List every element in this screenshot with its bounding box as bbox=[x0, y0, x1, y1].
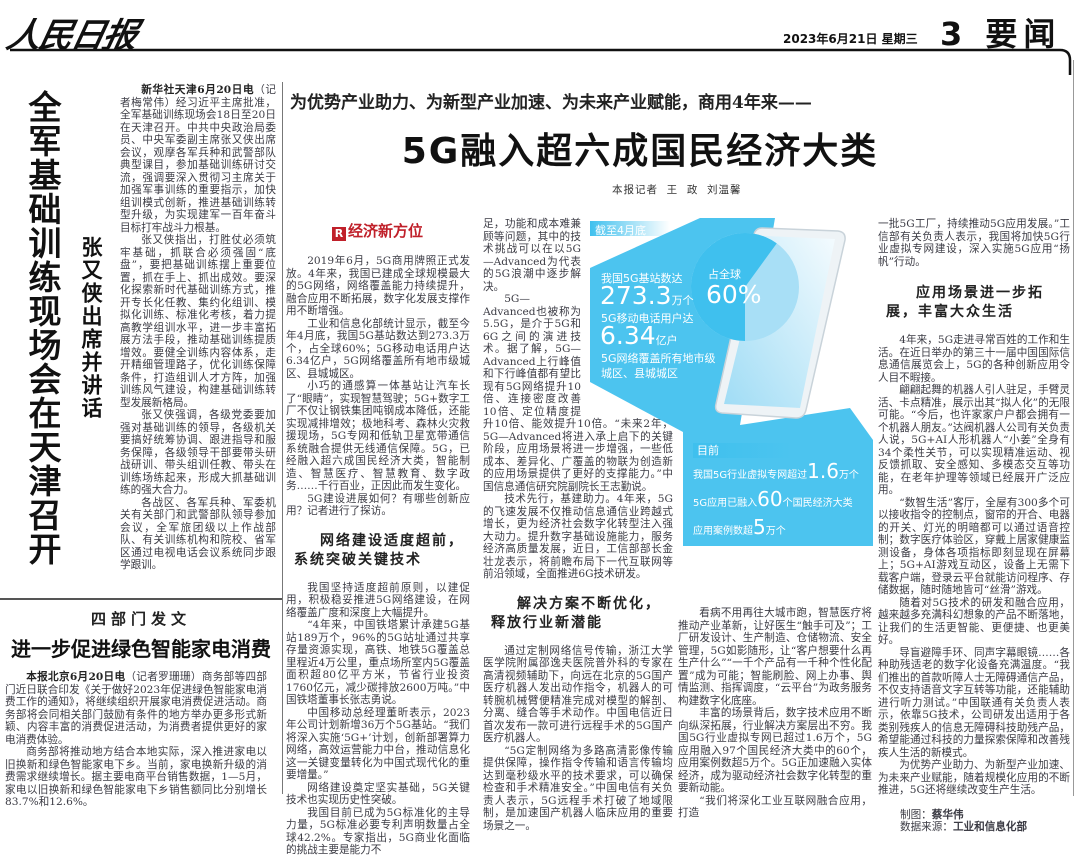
paragraph: “我们将深化工业互联网融合应用，打造 bbox=[678, 794, 872, 820]
paragraph: 5G建设进展如何？有哪些创新应用？记者进行了探访。 bbox=[286, 492, 470, 518]
share-value: 60% bbox=[706, 280, 762, 309]
bottom-label-bar bbox=[693, 443, 793, 458]
left-headline: 全军基础训练现场会在天津召开 bbox=[23, 90, 62, 566]
base-stations-value: 273.3万个 bbox=[600, 281, 694, 310]
paragraph: 足，功能和成本难兼顾等问题，其中的技术挑战可以在以5G—Advanced为代表的… bbox=[483, 218, 581, 293]
issue-date: 2023年6月21日 星期三 bbox=[783, 32, 918, 46]
paragraph: 新华社天津6月20日电（记者梅常伟）经习近平主席批准，全军基础训练现场会18日至… bbox=[120, 84, 276, 234]
paragraph: 4年来，5G走进寻常百姓的工作和生活。在近日举办的第三十一届中国国际信息通信展览… bbox=[878, 334, 1070, 384]
masthead-rule bbox=[10, 48, 1072, 75]
paragraph: 小巧的通感算一体基站让汽车长了“眼睛”，实现智慧驾驶；5G+数字工厂不仅让钢铁集… bbox=[286, 380, 470, 492]
column-label: R 经济新方位 bbox=[285, 220, 470, 241]
stat-line: 5G应用已融入60个国民经济大类 bbox=[693, 487, 853, 511]
paragraph: “数智生活”客厅，全屋有300多个可以接收指令的控制点，窗帘的开合、电器的开关、… bbox=[878, 496, 1070, 597]
paragraph: 翩翩起舞的机器人引人驻足，手臂灵活、卡点精准，展示出其“拟人化”的无限可能。“今… bbox=[878, 384, 1070, 496]
main-col-5: 一批5G工厂，持续推动5G应用发展。”工信部有关负责人表示，我国将加快5G行业虚… bbox=[878, 218, 1070, 834]
paragraph: 一批5G工厂，持续推动5G应用发展。”工信部有关负责人表示，我国将加快5G行业虚… bbox=[878, 218, 1070, 268]
paragraph: 看病不用再往大城市跑，智慧医疗将推动产业革新，让好医生“触手可及”；工厂研发设计… bbox=[678, 607, 872, 707]
bottom-label: 目前 bbox=[697, 444, 719, 457]
stat-line: 我国5G行业虚拟专网超过1.6万个 bbox=[693, 459, 859, 483]
paragraph: 我国目前已成为5G标准化的主导力量，5G标准必要专利声明数量占全球42.2%。专… bbox=[286, 806, 470, 857]
top-label: 截至4月底 bbox=[595, 224, 646, 237]
coverage-text: 5G网络覆盖所有地市级 城区、县城城区 bbox=[601, 352, 716, 380]
top-label-bar bbox=[590, 221, 670, 236]
paragraph: 通过定制网络信号传输，浙江大学医学院附属邵逸夫医院普外科的专家在高清视频辅助下，… bbox=[483, 644, 673, 745]
main-col-3: 足，功能和成本难兼顾等问题，其中的技术挑战可以在以5G—Advanced为代表的… bbox=[483, 218, 673, 832]
paragraph: 中国移动总经理董昕表示，2023年公司计划新增36万个5G基站。“我们将深入实施… bbox=[286, 706, 470, 782]
bottom-headline: 进一步促进绿色智能家电消费 bbox=[11, 637, 271, 661]
paragraph: 为优势产业助力、为新型产业加速、为未来产业赋能，随着规模化应用的不断推进，5G还… bbox=[878, 759, 1070, 796]
paragraph: 丰富的场景背后，数字技术应用不断向纵深拓展，行业解决方案层出不穷。我国5G行业虚… bbox=[678, 707, 872, 794]
story-divider bbox=[0, 598, 282, 600]
section-heading: 网络建设适度超前， 系统突破关键技术 bbox=[294, 532, 464, 568]
page-edge-rule bbox=[1073, 60, 1074, 796]
paragraph: 张又侠指出，打胜仗必须筑牢基础，抓联合必须强固“底盘”，要把基础训练摆上重要位置… bbox=[120, 234, 276, 409]
stat-line: 应用案例数超5万个 bbox=[693, 515, 786, 539]
infographic-graphic bbox=[590, 218, 873, 546]
share-label: 占全球 bbox=[708, 268, 741, 281]
paragraph: 我国坚持适度超前原则，以建促用，积极稳妥推进5G网络建设，在网络覆盖广度和深度上… bbox=[286, 581, 470, 619]
section-heading: 应用场景进一步拓 展，丰富大众生活 bbox=[886, 285, 1044, 320]
left-subhead: 张又侠出席并讲话 bbox=[79, 236, 104, 420]
paragraph: 本报北京6月20日电（记者罗珊珊）商务部等四部门近日联合印发《关于做好2023年… bbox=[5, 671, 268, 746]
base-stations-label: 我国5G基站数达 bbox=[601, 272, 683, 285]
main-headline: 5G融入超六成国民经济大类 bbox=[401, 131, 879, 172]
r-badge-icon: R bbox=[331, 227, 346, 241]
pie-share-slice bbox=[691, 233, 777, 341]
paragraph: 5G—Advanced也被称为5.5G，是介于5G和6G之间的演进技术。据了解，… bbox=[483, 293, 673, 493]
byline: 本报记者 王 政 刘温馨 bbox=[612, 184, 742, 196]
paragraph: 各战区、各军兵种、军委机关有关部门和武警部队领导参加会议，全军旅团级以上作战部队… bbox=[120, 496, 276, 572]
column-divider bbox=[282, 82, 283, 794]
main-col-4: 看病不用再往大城市跑，智慧医疗将推动产业革新，让好医生“触手可及”；工厂研发设计… bbox=[678, 607, 872, 820]
credits: 制图：蔡华伟 数据来源：工业和信息化部 bbox=[900, 808, 1028, 834]
main-kicker: 为优势产业助力、为新型产业加速、为未来产业赋能，商用4年来—— bbox=[290, 93, 812, 113]
paragraph: 技术先行，基建助力。4年来，5G的飞速发展不仅推动信息通信业跨越式增长，更为经济… bbox=[483, 493, 673, 580]
users-value: 6.34亿户 bbox=[600, 321, 678, 350]
paragraph: 2019年6月，5G商用牌照正式发放。4年来，我国已建成全球规模最大的5G网络，… bbox=[286, 255, 470, 317]
users-label: 5G移动电话用户达 bbox=[601, 312, 694, 325]
paragraph: “4年来，中国铁塔累计承建5G基站189万个，96%的5G站址通过共享存量资源实… bbox=[286, 619, 470, 706]
paragraph: 张又侠强调，各级党委要加强对基础训练的领导，各级机关要搞好统筹协调、跟进指导和服… bbox=[120, 409, 276, 496]
section-heading: 解决方案不断优化， 释放行业新潜能 bbox=[491, 595, 661, 631]
main-col-2: 2019年6月，5G商用牌照正式发放。4年来，我国已建成全球规模最大的5G网络，… bbox=[286, 255, 470, 857]
page-number-section: 3 要闻 bbox=[940, 15, 1062, 53]
paragraph: 导盲避障手环、同声字幕眼镜……各种助残适老的数字化设备充满温度。“我们推出的首款… bbox=[878, 646, 1070, 759]
paragraph: 随着对5G技术的研发和融合应用，越来越多充满科幻想象的产品不断落地，让我们的生活… bbox=[878, 596, 1070, 647]
left-story-body: 新华社天津6月20日电（记者梅常伟）经习近平主席批准，全军基础训练现场会18日至… bbox=[120, 84, 276, 572]
bottom-kicker: 四部门发文 bbox=[90, 610, 191, 628]
paragraph: 工业和信息化部统计显示，截至今年4月底，我国5G基站数达到273.3万个，占全球… bbox=[286, 317, 470, 380]
